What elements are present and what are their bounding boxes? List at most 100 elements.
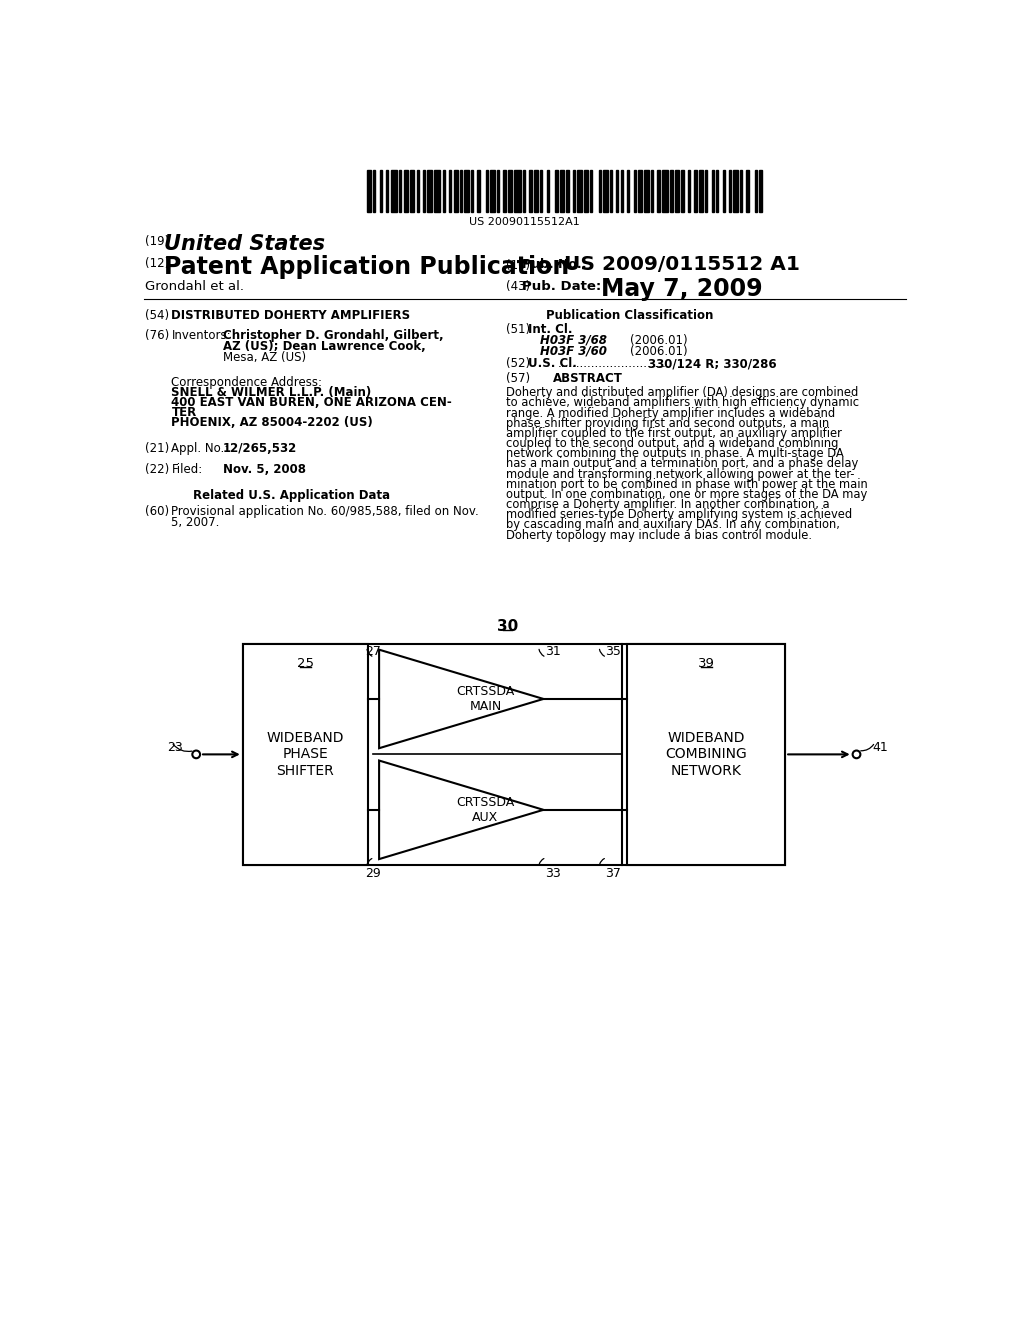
Text: has a main output and a termination port, and a phase delay: has a main output and a termination port… (506, 458, 858, 470)
Bar (729, 170, 731, 213)
Text: SNELL & WILMER L.L.P. (Main): SNELL & WILMER L.L.P. (Main) (171, 385, 372, 399)
Text: 30: 30 (497, 619, 518, 634)
Text: modified series-type Doherty amplifying system is achieved: modified series-type Doherty amplifying … (506, 508, 852, 521)
Bar (399, 170, 401, 213)
Text: Appl. No.:: Appl. No.: (171, 442, 228, 455)
Polygon shape (379, 760, 544, 859)
Bar (627, 170, 630, 213)
Text: 400 EAST VAN BUREN, ONE ARIZONA CEN-: 400 EAST VAN BUREN, ONE ARIZONA CEN- (171, 396, 453, 409)
Text: ABSTRACT: ABSTRACT (553, 372, 623, 385)
Bar (746, 170, 749, 213)
Bar (442, 170, 444, 213)
Bar (514, 170, 521, 213)
Bar (609, 170, 612, 213)
Text: WIDEBAND
PHASE
SHIFTER: WIDEBAND PHASE SHIFTER (266, 731, 344, 777)
Text: ..............................: .............................. (557, 358, 670, 370)
Text: phase shifter providing first and second outputs, a main: phase shifter providing first and second… (506, 417, 829, 430)
Text: Correspondence Address:: Correspondence Address: (171, 376, 323, 388)
Bar (755, 170, 758, 213)
Bar (403, 170, 408, 213)
Bar (638, 170, 642, 213)
Text: (43): (43) (506, 280, 530, 293)
Text: (2006.01): (2006.01) (630, 334, 688, 347)
Bar (380, 170, 382, 213)
Bar (541, 170, 543, 213)
Bar (423, 170, 425, 213)
Text: AZ (US); Dean Lawrence Cook,: AZ (US); Dean Lawrence Cook, (222, 341, 425, 354)
Bar (373, 170, 376, 213)
Text: PHOENIX, AZ 85004-2202 (US): PHOENIX, AZ 85004-2202 (US) (171, 416, 373, 429)
Text: mination port to be combined in phase with power at the main: mination port to be combined in phase wi… (506, 478, 868, 491)
Bar (688, 170, 690, 213)
Bar (534, 170, 539, 213)
Text: Grondahl et al.: Grondahl et al. (145, 280, 244, 293)
Bar (490, 170, 495, 213)
Bar (417, 170, 419, 213)
Text: US 2009/0115512 A1: US 2009/0115512 A1 (563, 256, 800, 275)
Text: (52): (52) (506, 358, 530, 370)
Text: Mesa, AZ (US): Mesa, AZ (US) (222, 351, 306, 364)
Text: Filed:: Filed: (171, 463, 203, 477)
Text: Pub. No.:: Pub. No.: (521, 259, 587, 272)
Text: (57): (57) (506, 372, 530, 385)
Text: 31: 31 (545, 645, 561, 659)
Bar (634, 170, 636, 213)
Text: (12): (12) (145, 257, 169, 271)
Bar (723, 170, 725, 213)
Bar (671, 170, 673, 213)
Bar (681, 170, 683, 213)
Text: 5, 2007.: 5, 2007. (171, 516, 220, 529)
Bar (644, 170, 649, 213)
Text: Christopher D. Grondahl, Gilbert,: Christopher D. Grondahl, Gilbert, (222, 330, 443, 342)
Text: Publication Classification: Publication Classification (547, 309, 714, 322)
Text: coupled to the second output, and a wideband combining: coupled to the second output, and a wide… (506, 437, 839, 450)
Text: Doherty and distributed amplifier (DA) designs are combined: Doherty and distributed amplifier (DA) d… (506, 387, 858, 400)
Bar (547, 170, 549, 213)
Bar (243, 644, 369, 866)
Text: (76): (76) (145, 330, 169, 342)
Text: May 7, 2009: May 7, 2009 (601, 277, 763, 301)
Bar (471, 170, 473, 213)
Text: 37: 37 (605, 867, 622, 880)
Bar (698, 170, 703, 213)
Bar (523, 170, 525, 213)
Bar (712, 170, 714, 213)
Text: Patent Application Publication: Patent Application Publication (164, 256, 569, 280)
Text: (2006.01): (2006.01) (630, 345, 688, 358)
Bar (243, 644, 785, 866)
Bar (760, 170, 762, 213)
Bar (386, 170, 388, 213)
Text: (54): (54) (145, 309, 169, 322)
Bar (367, 170, 371, 213)
Bar (584, 170, 588, 213)
Text: 27: 27 (365, 645, 381, 659)
Bar (529, 170, 531, 213)
Bar (706, 170, 708, 213)
Bar (716, 170, 718, 213)
Bar (657, 170, 659, 213)
Text: Inventors:: Inventors: (171, 330, 231, 342)
Bar (486, 170, 488, 213)
Text: 41: 41 (872, 741, 888, 754)
Text: (19): (19) (145, 235, 169, 248)
Bar (464, 170, 469, 213)
Text: 35: 35 (605, 645, 622, 659)
Text: DISTRIBUTED DOHERTY AMPLIFIERS: DISTRIBUTED DOHERTY AMPLIFIERS (171, 309, 411, 322)
Text: (60): (60) (145, 506, 169, 517)
Bar (460, 170, 462, 213)
Bar (651, 170, 653, 213)
Bar (675, 170, 679, 213)
Text: to achieve, wideband amplifiers with high efficiency dynamic: to achieve, wideband amplifiers with hig… (506, 396, 859, 409)
Bar (572, 170, 575, 213)
Bar (621, 170, 623, 213)
Text: (10): (10) (506, 259, 530, 272)
Text: 39: 39 (697, 657, 715, 671)
Bar (508, 170, 512, 213)
Text: by cascading main and auxiliary DAs. In any combination,: by cascading main and auxiliary DAs. In … (506, 519, 840, 532)
Polygon shape (379, 649, 544, 748)
Bar (434, 170, 440, 213)
Bar (740, 170, 742, 213)
Text: Doherty topology may include a bias control module.: Doherty topology may include a bias cont… (506, 528, 812, 541)
Text: comprise a Doherty amplifier. In another combination, a: comprise a Doherty amplifier. In another… (506, 498, 829, 511)
Text: 23: 23 (167, 741, 182, 754)
